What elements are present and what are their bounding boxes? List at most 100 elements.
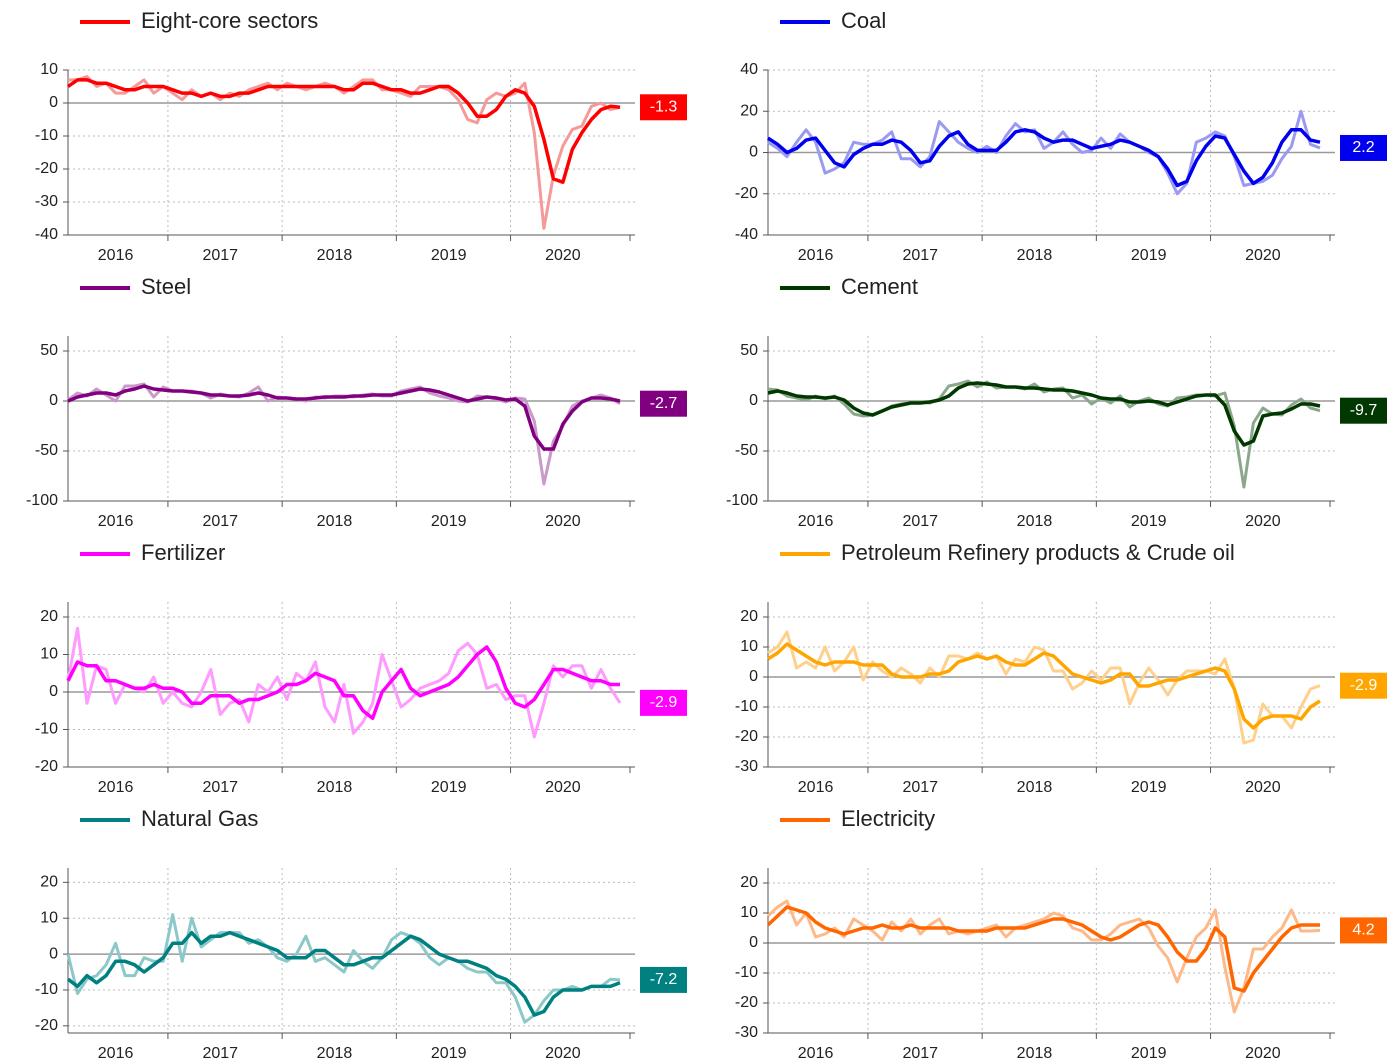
x-tick-label: 2020 (545, 779, 581, 796)
y-tick-label: -30 (35, 193, 58, 210)
x-tick-label: 2019 (1131, 1045, 1167, 1062)
y-tick-label: 50 (740, 342, 758, 359)
y-tick-label: 10 (40, 909, 58, 926)
x-tick-label: 2016 (98, 247, 134, 264)
y-tick-label: -100 (26, 492, 58, 509)
x-tick-label: 2016 (98, 1045, 134, 1062)
y-tick-label: -10 (735, 964, 758, 981)
series-line (767, 128, 1321, 188)
y-tick-label: 20 (40, 608, 58, 625)
series-line (67, 384, 621, 451)
x-tick-label: 2017 (202, 513, 238, 530)
x-tick-label: 2018 (1017, 1045, 1053, 1062)
last-value-box (1340, 134, 1387, 161)
y-tick-label: -10 (35, 981, 58, 998)
y-tick-label: -40 (35, 226, 58, 243)
x-tick-label: 2018 (317, 779, 353, 796)
last-value-label: -2.9 (1350, 677, 1378, 694)
y-tick-label: 0 (749, 144, 758, 161)
x-tick-label: 2018 (1017, 247, 1053, 264)
y-tick-label: -100 (726, 492, 758, 509)
legend-label: Cement (841, 274, 918, 299)
last-value-box (1340, 917, 1387, 944)
last-value-label: -2.7 (650, 395, 678, 412)
x-tick-label: 2016 (798, 513, 834, 530)
y-tick-label: -10 (35, 127, 58, 144)
last-value-label: -7.2 (650, 971, 678, 988)
last-value-label: 4.2 (1352, 922, 1374, 939)
y-tick-label: -50 (735, 442, 758, 459)
x-tick-label: 2017 (902, 513, 938, 530)
series-line (766, 905, 1320, 993)
last-value-box (640, 390, 687, 417)
x-tick-label: 2020 (545, 513, 581, 530)
x-tick-label: 2017 (902, 1045, 938, 1062)
y-tick-label: -30 (735, 1024, 758, 1041)
y-tick-label: -20 (735, 185, 758, 202)
x-tick-label: 2017 (202, 1045, 238, 1062)
x-tick-label: 2019 (431, 1045, 467, 1062)
x-tick-label: 2020 (545, 1045, 581, 1062)
y-tick-label: 20 (740, 608, 758, 625)
x-tick-label: 2017 (902, 779, 938, 796)
x-tick-label: 2019 (1131, 513, 1167, 530)
y-tick-label: 10 (740, 904, 758, 921)
legend-label: Coal (841, 8, 886, 33)
x-tick-label: 2018 (317, 1045, 353, 1062)
y-tick-label: 10 (740, 638, 758, 655)
last-value-label: -1.3 (650, 99, 678, 116)
y-tick-label: 20 (740, 102, 758, 119)
series-line (66, 930, 621, 1017)
x-tick-label: 2016 (798, 247, 834, 264)
x-tick-label: 2019 (431, 779, 467, 796)
last-value-box (1340, 397, 1387, 424)
y-tick-label: -10 (735, 698, 758, 715)
series-line (767, 642, 1321, 730)
last-value-label: 2.2 (1352, 139, 1374, 156)
y-tick-label: -40 (735, 226, 758, 243)
y-tick-label: 0 (49, 392, 58, 409)
series-line (67, 78, 621, 184)
x-tick-label: 2019 (431, 247, 467, 264)
x-tick-label: 2019 (1131, 779, 1167, 796)
last-value-box (640, 94, 687, 121)
legend-label: Natural Gas (141, 806, 258, 831)
x-tick-label: 2018 (1017, 513, 1053, 530)
x-tick-label: 2020 (1245, 779, 1281, 796)
x-tick-label: 2020 (1245, 247, 1281, 264)
series-line-light (66, 626, 622, 739)
x-tick-label: 2020 (1245, 513, 1281, 530)
x-tick-label: 2018 (317, 247, 353, 264)
series-line-light (767, 379, 1321, 489)
last-value-box (1340, 672, 1387, 699)
y-tick-label: -20 (735, 728, 758, 745)
y-tick-label: 0 (749, 934, 758, 951)
y-tick-label: 0 (49, 94, 58, 111)
legend-label: Electricity (841, 806, 935, 831)
x-tick-label: 2017 (902, 247, 938, 264)
x-tick-label: 2016 (98, 513, 134, 530)
x-tick-label: 2018 (317, 513, 353, 530)
x-tick-label: 2019 (431, 513, 467, 530)
series-line-light (767, 630, 1321, 745)
legend-label: Petroleum Refinery products & Crude oil (841, 540, 1235, 565)
legend-label: Eight-core sectors (141, 8, 318, 33)
x-tick-label: 2019 (1131, 247, 1167, 264)
series-line (66, 645, 620, 721)
x-tick-label: 2016 (798, 1045, 834, 1062)
y-tick-label: 50 (40, 342, 58, 359)
last-value-label: -2.9 (650, 694, 678, 711)
y-tick-label: 0 (49, 945, 58, 962)
y-tick-label: -50 (35, 442, 58, 459)
x-tick-label: 2020 (1245, 1045, 1281, 1062)
x-tick-label: 2016 (98, 779, 134, 796)
y-tick-label: -30 (735, 758, 758, 775)
last-value-label: -9.7 (1350, 402, 1378, 419)
series-line-light (68, 75, 621, 230)
x-tick-label: 2017 (202, 779, 238, 796)
y-tick-label: 40 (740, 61, 758, 78)
y-tick-label: -10 (35, 721, 58, 738)
y-tick-label: -20 (35, 1017, 58, 1034)
y-tick-label: 0 (749, 392, 758, 409)
y-tick-label: -20 (35, 160, 58, 177)
